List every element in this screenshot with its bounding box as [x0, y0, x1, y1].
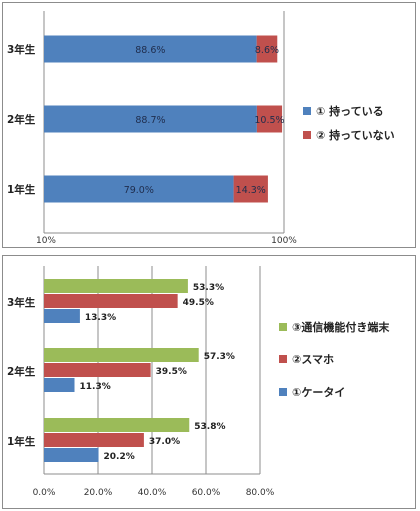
- legend-swatch: [303, 107, 311, 115]
- data-label: 20.2%: [104, 452, 135, 462]
- data-label: 53.8%: [194, 422, 225, 432]
- category-label: 3年生: [7, 43, 36, 56]
- category-label: 3年生: [7, 296, 36, 309]
- data-label: 49.5%: [183, 298, 214, 308]
- data-label: 88.7%: [135, 115, 165, 126]
- data-label: 37.0%: [149, 437, 180, 447]
- bar: [44, 448, 99, 462]
- bar-have: [44, 105, 257, 133]
- data-label: 14.3%: [236, 185, 266, 196]
- bar-not-have: [256, 105, 283, 133]
- x-tick-label: 100%: [271, 236, 297, 246]
- data-label: 11.3%: [80, 382, 111, 392]
- x-tick-label: 0.0%: [33, 488, 56, 498]
- bar: [44, 418, 190, 432]
- bar: [44, 279, 188, 293]
- legend-label: ③通信機能付き端末: [292, 320, 390, 334]
- legend-swatch: [279, 388, 287, 396]
- category-label: 2年生: [7, 113, 36, 126]
- data-label: 57.3%: [204, 352, 235, 362]
- legend-swatch: [303, 131, 311, 139]
- data-label: 13.3%: [85, 313, 116, 323]
- data-label: 53.3%: [193, 283, 224, 293]
- legend-swatch: [279, 323, 287, 331]
- data-label: 10.5%: [254, 115, 284, 126]
- legend-label: ①ケータイ: [292, 386, 345, 399]
- x-tick-label: 20.0%: [84, 488, 113, 498]
- legend-label: ② 持っていない: [316, 128, 395, 142]
- x-tick-label: 10%: [36, 236, 56, 246]
- bar: [44, 363, 151, 377]
- data-label: 79.0%: [124, 185, 154, 196]
- legend-swatch: [279, 355, 287, 363]
- device-type-chart-panel: 3年生 53.3% 49.5% 13.3% 2年生 57.3% 39.5% 11.3% 1年生 5…: [2, 255, 416, 509]
- category-label: 1年生: [7, 183, 36, 196]
- bar-have: [44, 35, 257, 63]
- bar-not-have: [233, 175, 268, 203]
- data-label: 39.5%: [156, 367, 187, 377]
- bar-not-have: [256, 35, 278, 63]
- device-type-chart: 3年生 53.3% 49.5% 13.3% 2年生 57.3% 39.5% 11.3% 1年生 5…: [7, 266, 390, 498]
- bar: [44, 294, 178, 308]
- bar: [44, 348, 199, 362]
- possession-chart: 3年生 88.6% 8.6% 2年生 88.7% 10.5% 1年生 79.0% 14.3% 10…: [7, 11, 395, 246]
- bar: [44, 433, 144, 447]
- data-label: 8.6%: [255, 45, 279, 56]
- legend-label: ① 持っている: [316, 104, 384, 118]
- x-tick-label: 40.0%: [138, 488, 167, 498]
- data-label: 88.6%: [135, 45, 165, 56]
- bar: [44, 309, 80, 323]
- bar: [44, 378, 75, 392]
- legend-label: ②スマホ: [292, 353, 334, 366]
- x-tick-label: 60.0%: [192, 488, 221, 498]
- possession-chart-panel: 3年生 88.6% 8.6% 2年生 88.7% 10.5% 1年生 79.0% 14.3% 10…: [2, 2, 416, 248]
- bar-have: [44, 175, 234, 203]
- category-label: 1年生: [7, 435, 36, 448]
- x-tick-label: 80.0%: [246, 488, 275, 498]
- category-label: 2年生: [7, 365, 36, 378]
